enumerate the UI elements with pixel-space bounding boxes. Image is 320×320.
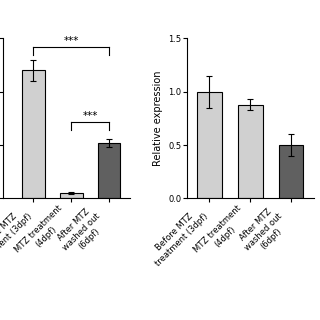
Bar (98, 143, 120, 198)
Y-axis label: Relative expression: Relative expression (153, 71, 163, 166)
Text: ins: ins (58, 0, 76, 3)
Bar (60, 193, 83, 198)
Bar (238, 105, 262, 198)
Bar (22, 70, 45, 198)
Text: B: B (164, 0, 176, 3)
Bar (279, 145, 303, 198)
Text: ***: *** (83, 110, 98, 121)
Bar (197, 92, 222, 198)
Text: ***: *** (64, 36, 79, 46)
